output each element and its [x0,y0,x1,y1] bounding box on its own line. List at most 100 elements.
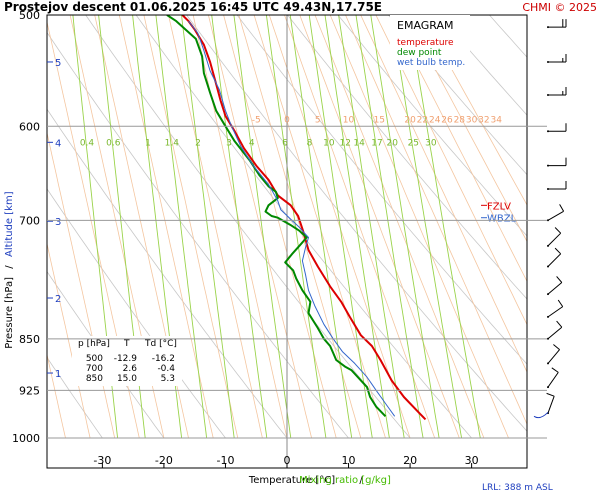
wind-barb-flag [557,299,564,307]
wind-barbs [533,19,567,419]
wind-barb [547,367,559,389]
x-axis-title-separator: / [359,475,363,486]
wind-barb-base [547,26,549,29]
mixing-ratio-line [265,15,327,439]
table-cell: 700 [86,364,103,374]
pressure-tick-label: 925 [19,384,40,397]
wind-barb-base [547,219,549,222]
mixing-ratio-label: 0.4 [80,138,95,148]
moist-adiabat [345,15,527,426]
level-markers: FZLV WBZL [481,201,517,225]
isotherm-label: 26 [441,115,453,125]
mixing-ratio-line [408,15,481,439]
wind-barb [547,344,560,365]
table-cell: -0.4 [157,364,175,374]
wind-barb-staff [547,232,562,247]
altitude-tick-label: 1 [55,369,61,380]
pressure-tick-label: 700 [19,214,40,227]
y-axis-title: Pressure [hPa] / Altitude [km] [4,191,15,348]
series-layer [166,15,427,421]
mixing-ratio-line [324,15,390,439]
wind-barb-base [547,265,549,268]
mixing-ratio-line [155,15,208,439]
legend-item-temperature: temperature [397,38,454,48]
altitude-tick-label: 5 [55,58,61,69]
wind-barb [547,54,567,63]
moist-adiabat [143,15,239,439]
dry-adiabat [47,188,226,439]
legend-item-wet-bulb: wet bulb temp. [397,58,465,68]
table-cell: -16.2 [152,354,175,364]
altitude-tick-label: 3 [55,217,61,228]
x-tick-label: 10 [342,454,356,467]
x-axis-title: Temperature [°C] [248,475,335,486]
mixing-ratio-label: 12 [339,138,350,148]
mixing-ratio-label: 10 [323,138,335,148]
wind-barb-base [547,244,549,247]
mixing-ratio-label: 0.6 [106,138,121,148]
moist-adiabat [284,15,436,439]
wind-barb-staff [547,306,563,318]
mixing-ratio-label: 30 [425,138,437,148]
isotherm-label: 22 [417,115,428,125]
table-header-p: p [hPa] [78,339,110,349]
isotherm-label: 10 [343,115,355,125]
mixing-ratio-line [211,15,268,439]
credit-text: CHMI © 2025 [522,1,597,14]
isotherm-label: 5 [315,115,321,125]
x-tick-label: -10 [217,454,235,467]
level-marker-label: FZLV [487,201,511,212]
wind-barb-base [547,164,549,167]
pressure-tick-label: 850 [19,333,40,346]
dry-adiabat [135,15,472,439]
wind-barb-staff [547,282,563,295]
x-tick-label: 20 [403,454,417,467]
dry-adiabat [47,108,288,439]
legend-item-dew-point: dew point [397,48,442,58]
legend-title: EMAGRAM [397,19,454,32]
wind-barb-staff [547,349,560,364]
wind-barb-staff [547,396,555,414]
data-table: p [hPa] T Td [°C] 500 -12.9 -16.2 700 2.… [72,336,182,386]
lrl-info: LRL: 388 m ASL [482,483,553,493]
legend-box [390,15,470,70]
wind-barb-surface [533,411,549,419]
y-axis-title-altitude: Altitude [km] [4,191,15,257]
mixing-ratio-label: 1 [145,138,151,148]
wind-barb [547,19,567,29]
x-tick-label: -20 [155,454,173,467]
isotherm-label: 30 [466,115,478,125]
mixing-ratio-label: 3 [226,138,232,148]
wind-barb [547,123,567,133]
wind-barb-base [547,130,549,133]
wind-barb [547,87,567,96]
series-wet-bulb-temp [188,20,396,417]
moist-adiabat [299,15,460,439]
pressure-tick-label: 600 [19,120,40,133]
y-axis-title-pressure: Pressure [hPa] [4,277,15,349]
wind-barb-flag [553,344,560,350]
wind-barb-flag [554,227,562,234]
isotherm-label: 32 [478,115,489,125]
mixing-ratio-label: 4 [249,138,255,148]
table-cell: -12.9 [114,354,138,364]
isotherm-label: 28 [454,115,466,125]
wind-barb-flag [559,204,565,212]
wind-barb [547,299,564,318]
mixing-ratio-label: 1.4 [165,138,180,148]
wind-barb-base [547,293,549,296]
chart-title: Prostejov descent 01.06.2025 16:45 UTC 4… [4,0,382,14]
mixing-ratio-line [370,15,440,439]
mixing-ratio-label: 17 [371,138,382,148]
wind-barb [547,204,565,222]
dry-adiabat [337,15,527,237]
x-axis-title-mixing: Mixing ratio [g/kg] [299,475,391,486]
moist-adiabat [329,15,509,439]
moist-adiabat [314,15,485,439]
x-tick-label: -30 [93,454,111,467]
table-cell: 2.6 [123,364,138,374]
moist-adiabat [375,15,527,326]
wind-barb-base [547,337,549,340]
wind-barb-staff [547,372,559,388]
